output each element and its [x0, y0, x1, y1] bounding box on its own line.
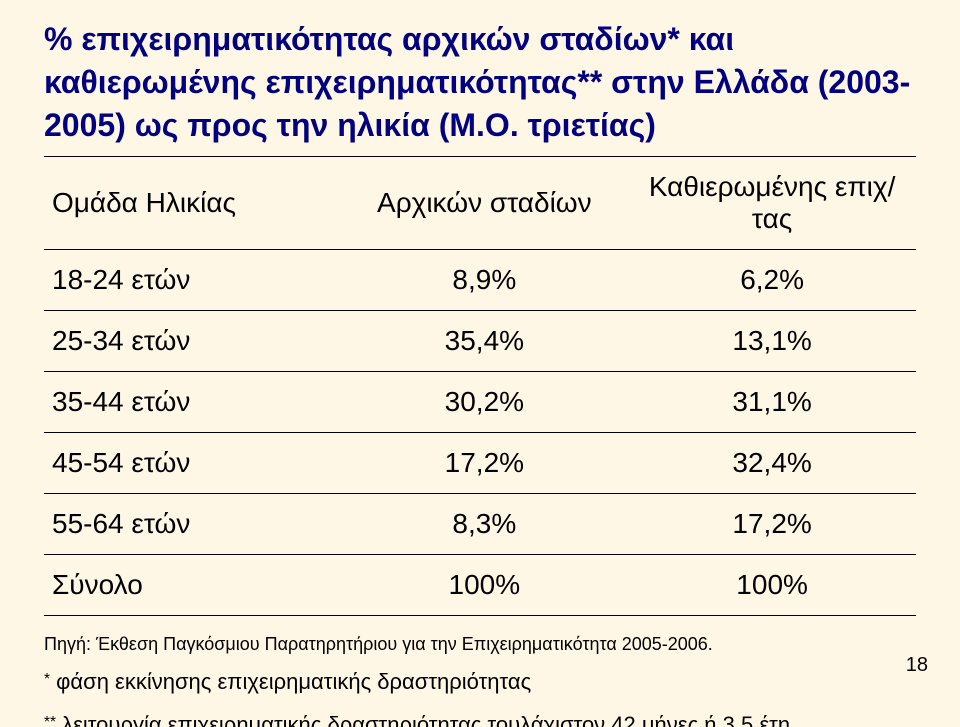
table-row: 45-54 ετών 17,2% 32,4%	[44, 432, 916, 493]
source-line: Πηγή: Έκθεση Παγκόσμιου Παρατηρητήριου γ…	[44, 634, 916, 655]
cell-label: 35-44 ετών	[44, 371, 340, 432]
table-row: 35-44 ετών 30,2% 31,1%	[44, 371, 916, 432]
col-header-established: Καθιερωμένης επιχ/τας	[628, 156, 916, 249]
cell-value: 6,2%	[628, 249, 916, 310]
cell-value: 100%	[340, 554, 628, 615]
footnote-2: ** λειτουργία επιχειρηματικής δραστηριότ…	[44, 708, 916, 727]
cell-value: 8,3%	[340, 493, 628, 554]
cell-value: 8,9%	[340, 249, 628, 310]
footnote-2-marker: **	[44, 714, 56, 727]
cell-value: 32,4%	[628, 432, 916, 493]
cell-label: 25-34 ετών	[44, 310, 340, 371]
cell-label: 45-54 ετών	[44, 432, 340, 493]
footnote-2-text: λειτουργία επιχειρηματικής δραστηριότητα…	[62, 712, 796, 727]
footnote-1-text: φάση εκκίνησης επιχειρηματικής δραστηριό…	[56, 669, 531, 694]
cell-label: Σύνολο	[44, 554, 340, 615]
col-header-early-stage: Αρχικών σταδίων	[340, 156, 628, 249]
footnote-1-marker: *	[44, 671, 50, 688]
col-header-group: Ομάδα Ηλικίας	[44, 156, 340, 249]
slide-title: % επιχειρηματικότητας αρχικών σταδίων* κ…	[44, 18, 916, 148]
table-row: 18-24 ετών 8,9% 6,2%	[44, 249, 916, 310]
cell-label: 18-24 ετών	[44, 249, 340, 310]
cell-value: 100%	[628, 554, 916, 615]
cell-value: 17,2%	[628, 493, 916, 554]
cell-value: 30,2%	[340, 371, 628, 432]
cell-label: 55-64 ετών	[44, 493, 340, 554]
table-row: 25-34 ετών 35,4% 13,1%	[44, 310, 916, 371]
cell-value: 31,1%	[628, 371, 916, 432]
cell-value: 17,2%	[340, 432, 628, 493]
cell-value: 13,1%	[628, 310, 916, 371]
table-row: 55-64 ετών 8,3% 17,2%	[44, 493, 916, 554]
table-row-total: Σύνολο 100% 100%	[44, 554, 916, 615]
page-number: 18	[906, 654, 928, 677]
footnote-1: * φάση εκκίνησης επιχειρηματικής δραστηρ…	[44, 665, 916, 698]
cell-value: 35,4%	[340, 310, 628, 371]
data-table: Ομάδα Ηλικίας Αρχικών σταδίων Καθιερωμέν…	[44, 156, 916, 616]
